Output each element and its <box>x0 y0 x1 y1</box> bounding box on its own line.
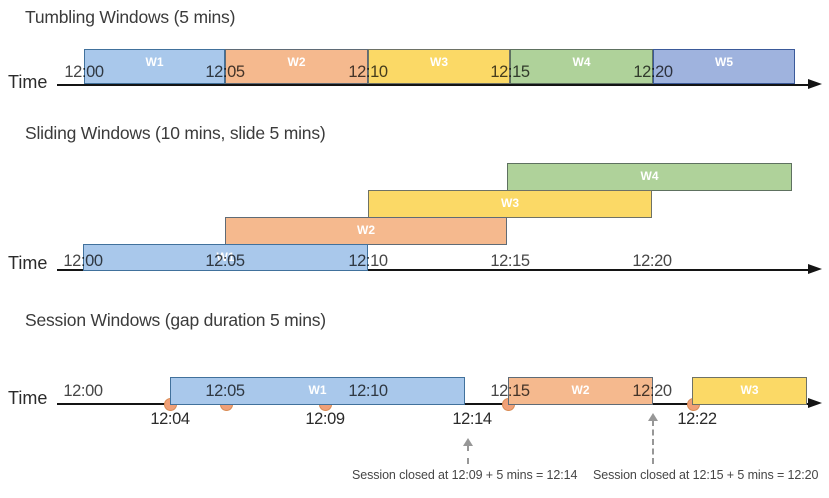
axis-time-label-sliding-1200: 12:00 <box>63 252 103 270</box>
axis-time-label-sliding-1215: 12:15 <box>490 252 530 270</box>
event-time-label-1204: 12:04 <box>150 410 190 428</box>
window-tumbling-w3 <box>368 49 510 84</box>
axis-caption-time-session: Time <box>8 388 48 408</box>
window-session-w1 <box>170 377 465 405</box>
window-label-sliding-w2: W2 <box>357 223 375 237</box>
timeline-arrow-icon-session <box>808 398 822 408</box>
window-label-sliding-w4: W4 <box>640 169 659 183</box>
axis-time-label-tumbling-1215: 12:15 <box>490 63 530 81</box>
axis-time-label-tumbling-1210: 12:10 <box>348 63 388 81</box>
window-label-tumbling-w2: W2 <box>287 55 306 69</box>
axis-caption-time-tumbling: Time <box>8 72 48 92</box>
axis-time-label-sliding-1220: 12:20 <box>632 252 672 270</box>
axis-time-label-sliding-1205: 12:05 <box>205 252 245 270</box>
event-time-label-1209: 12:09 <box>305 410 345 428</box>
axis-time-label-tumbling-1220: 12:20 <box>633 63 673 81</box>
dashed-arrow-2 <box>652 420 654 464</box>
window-label-sliding-w1: W1 <box>216 249 235 264</box>
axis-time-label-tumbling-1205: 12:05 <box>205 63 245 81</box>
dashed-arrow-1 <box>467 445 469 464</box>
window-label-sliding-w3: W3 <box>501 196 519 210</box>
section-title-session: Session Windows (gap duration 5 mins) <box>25 310 326 330</box>
window-label-session-w2: W2 <box>571 383 590 397</box>
window-session-w2 <box>508 377 653 405</box>
axis-time-label-session-1210: 12:10 <box>348 382 388 400</box>
event-time-label-1214: 12:14 <box>452 410 492 428</box>
window-tumbling-w5 <box>653 49 795 84</box>
window-sliding-w1 <box>83 244 368 271</box>
window-tumbling-w2 <box>225 49 368 84</box>
section-title-sliding: Sliding Windows (10 mins, slide 5 mins) <box>25 123 326 143</box>
timeline-arrow-icon-sliding <box>808 264 822 274</box>
window-session-w3 <box>692 377 807 405</box>
axis-time-label-session-1215: 12:15 <box>490 382 530 400</box>
annotation-session-closed-2: Session closed at 12:15 + 5 mins = 12:20 <box>593 468 819 482</box>
axis-time-label-session-1200: 12:00 <box>63 382 103 400</box>
axis-time-label-tumbling-1200: 12:00 <box>64 63 104 81</box>
window-tumbling-w1 <box>84 49 225 84</box>
window-label-session-w3: W3 <box>740 383 759 397</box>
event-time-label-1222: 12:22 <box>677 410 717 428</box>
axis-time-label-session-1220: 12:20 <box>632 382 672 400</box>
window-label-tumbling-w1: W1 <box>145 55 164 69</box>
timeline-sliding <box>57 269 808 271</box>
timeline-tumbling <box>57 84 808 86</box>
dashed-arrow-head-icon-2 <box>648 413 658 421</box>
window-label-tumbling-w4: W4 <box>572 55 591 69</box>
window-tumbling-w4 <box>510 49 653 84</box>
dashed-arrow-head-icon-1 <box>463 438 473 446</box>
window-label-session-w1: W1 <box>308 383 327 397</box>
axis-time-label-sliding-1210: 12:10 <box>348 252 388 270</box>
annotation-session-closed-1: Session closed at 12:09 + 5 mins = 12:14 <box>352 468 578 482</box>
window-label-tumbling-w5: W5 <box>715 55 733 69</box>
window-label-tumbling-w3: W3 <box>430 55 448 69</box>
window-sliding-w3 <box>368 190 652 218</box>
axis-time-label-session-1205: 12:05 <box>205 382 245 400</box>
timeline-arrow-icon-tumbling <box>808 79 822 89</box>
section-title-tumbling: Tumbling Windows (5 mins) <box>25 7 236 27</box>
window-sliding-w4 <box>507 163 792 191</box>
axis-caption-time-sliding: Time <box>8 253 48 273</box>
